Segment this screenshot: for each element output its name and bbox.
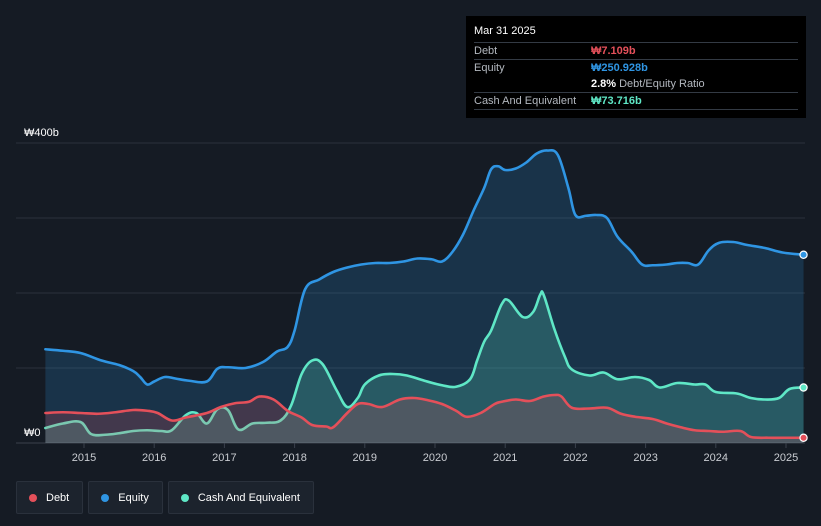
x-tick-label: 2021 [493,452,517,464]
tooltip-date: Mar 31 2025 [474,25,536,37]
tooltip-debt-value: ₩7.109b [591,45,636,57]
end-markers [799,250,808,442]
x-tick-label: 2023 [633,452,657,464]
tooltip-row-cash: Cash And Equivalent ₩73.716b [474,92,798,109]
debt-end-marker [799,433,808,442]
x-tick-label: 2025 [774,452,798,464]
legend-cash-toggle[interactable]: Cash And Equivalent [167,481,314,514]
x-tick-label: 2024 [704,452,728,464]
cash-dot-icon [180,493,189,502]
tooltip-row-debt: Debt ₩7.109b [474,42,798,59]
equity-dot-icon [101,493,110,502]
x-tick-label: 2022 [563,452,587,464]
tooltip-equity-value: ₩250.928b [591,62,648,74]
tooltip-cash-value: ₩73.716b [591,95,642,107]
tooltip-ratio-label: Debt/Equity Ratio [619,78,705,90]
debt-line [44,393,805,440]
x-tick-label: 2019 [353,452,377,464]
tooltip-row-equity: Equity ₩250.928b [474,59,798,76]
x-tick-label: 2020 [423,452,447,464]
legend-debt-label: Debt [46,491,70,504]
series-area [44,148,805,443]
y-tick-label: ₩0 [24,427,41,439]
legend-cash-label: Cash And Equivalent [197,491,300,504]
tooltip-cash-label: Cash And Equivalent [474,95,577,107]
equity-end-marker [799,250,808,259]
equity-area [45,150,804,443]
cash-line [44,290,805,437]
x-tick-label: 2016 [142,452,166,464]
x-axis: 2015 2016 2017 2018 2019 2020 2021 2022 2023 2024… [72,443,798,464]
legend-debt-toggle[interactable]: Debt [16,481,84,514]
cash-end-marker [799,383,808,392]
legend-equity-label: Equity [118,491,149,504]
tooltip-equity-label: Equity [474,62,505,74]
tooltip-ratio-value: 2.8% [591,78,617,90]
debt-area [45,394,804,443]
tooltip-debt-label: Debt [474,45,498,57]
tooltip-panel: Mar 31 2025 Debt ₩7.109b Equity ₩250.928… [466,16,806,118]
y-axis: ₩400b ₩0 [24,127,59,439]
legend: Debt Equity Cash And Equivalent [16,481,314,514]
x-tick-label: 2018 [282,452,306,464]
equity-line [44,148,805,386]
tooltip-row-ratio: 2.8% Debt/Equity Ratio [474,76,798,92]
y-tick-label: ₩400b [24,127,59,139]
x-tick-label: 2017 [212,452,236,464]
x-tick-label: 2015 [72,452,96,464]
legend-equity-toggle[interactable]: Equity [88,481,163,514]
gridlines [16,142,805,444]
debt-dot-icon [29,493,37,502]
cash-area [45,291,804,443]
